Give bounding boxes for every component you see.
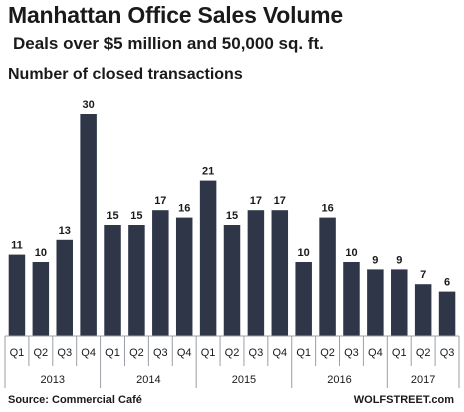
- credit-label: WOLFSTREET.com: [353, 394, 454, 406]
- bar: [152, 210, 169, 336]
- data-label: 15: [130, 210, 142, 222]
- x-tick-label: Q3: [153, 347, 168, 359]
- data-label: 15: [106, 210, 118, 222]
- data-label: 10: [345, 247, 357, 259]
- data-label: 9: [396, 254, 402, 266]
- bar: [271, 210, 289, 336]
- bar: [104, 225, 121, 336]
- data-label: 17: [154, 195, 166, 207]
- x-tick-label: Q1: [201, 347, 216, 359]
- bar: [414, 284, 432, 336]
- bar: [32, 262, 50, 336]
- x-tick-label: Q3: [440, 347, 455, 359]
- data-label: 10: [35, 247, 47, 259]
- data-label: 17: [274, 195, 286, 207]
- x-tick-label: Q1: [105, 347, 120, 359]
- data-label: 16: [321, 203, 333, 215]
- chart-title: Manhattan Office Sales Volume: [8, 2, 344, 28]
- bar: [175, 217, 193, 336]
- data-label: 17: [250, 195, 262, 207]
- bar: [343, 262, 360, 336]
- bar: [128, 225, 145, 336]
- year-label: 2013: [41, 374, 65, 386]
- x-tick-label: Q4: [81, 347, 96, 359]
- bar: [199, 180, 217, 336]
- source-note: Source: Commercial Café: [8, 394, 142, 406]
- x-tick-label: Q4: [272, 347, 287, 359]
- x-tick-label: Q1: [10, 347, 25, 359]
- data-label: 21: [202, 166, 214, 178]
- bar: [295, 262, 312, 336]
- bar: [319, 217, 336, 336]
- data-label: 13: [59, 225, 71, 237]
- x-tick-label: Q2: [225, 347, 240, 359]
- bar: [367, 269, 384, 336]
- data-label: 6: [444, 277, 450, 289]
- bar: [223, 225, 241, 336]
- x-tick-label: Q2: [320, 347, 335, 359]
- data-label: 11: [11, 240, 23, 252]
- x-tick-label: Q2: [416, 347, 431, 359]
- x-tick-label: Q3: [344, 347, 359, 359]
- bar: [8, 254, 26, 336]
- bar: [438, 291, 456, 336]
- x-tick-label: Q3: [57, 347, 72, 359]
- x-tick-label: Q1: [392, 347, 407, 359]
- x-tick-label: Q1: [296, 347, 311, 359]
- year-label: 2015: [232, 374, 256, 386]
- bar: [247, 210, 265, 336]
- year-label: 2014: [136, 374, 160, 386]
- x-tick-label: Q2: [129, 347, 144, 359]
- chart-subtitle: Deals over $5 million and 50,000 sq. ft.: [13, 34, 324, 53]
- data-label: 10: [298, 247, 310, 259]
- x-tick-label: Q4: [368, 347, 383, 359]
- x-tick-label: Q3: [249, 347, 264, 359]
- bar: [391, 269, 408, 336]
- year-label: 2017: [411, 374, 435, 386]
- bar: [56, 239, 73, 336]
- bar: [80, 114, 97, 336]
- x-tick-label: Q2: [33, 347, 48, 359]
- x-tick-label: Q4: [177, 347, 192, 359]
- data-label: 7: [420, 269, 426, 281]
- data-label: 9: [372, 254, 378, 266]
- year-label: 2016: [327, 374, 351, 386]
- y-axis-label: Number of closed transactions: [8, 66, 243, 83]
- data-label: 16: [178, 203, 190, 215]
- data-label: 30: [83, 99, 95, 111]
- data-label: 15: [226, 210, 238, 222]
